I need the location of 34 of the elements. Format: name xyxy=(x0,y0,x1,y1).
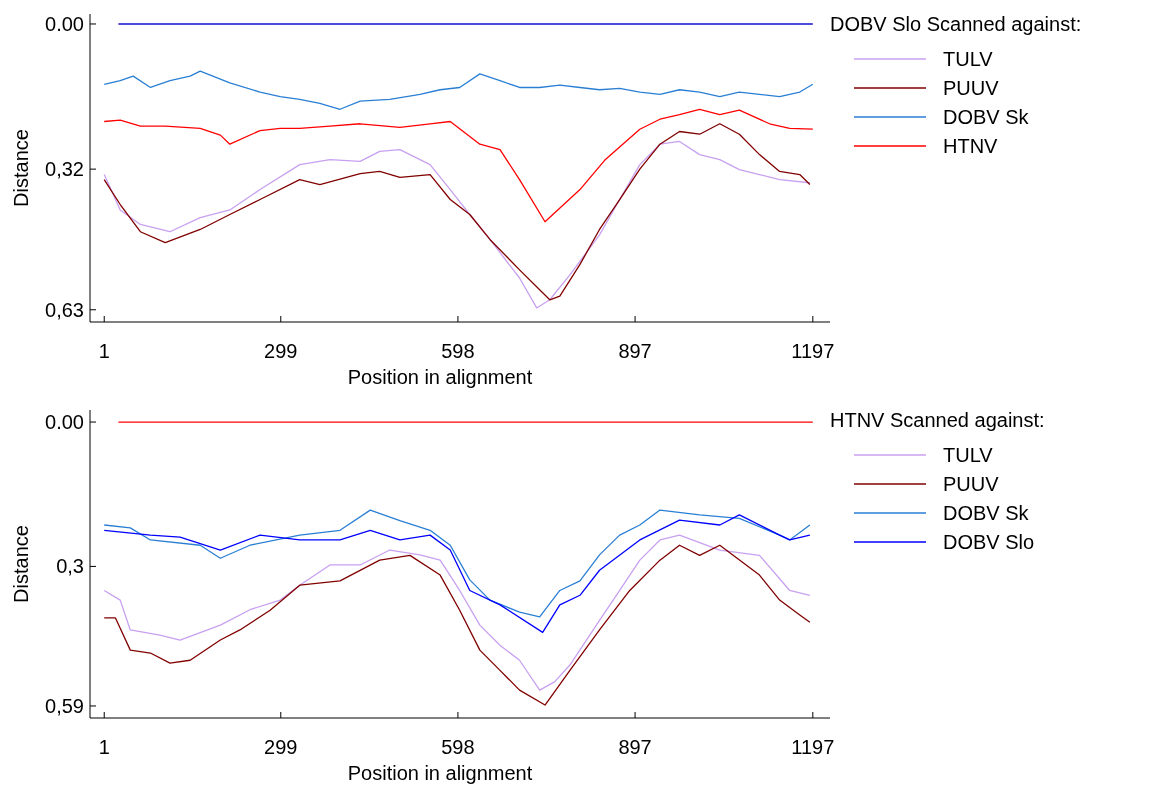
legend-label: TULV xyxy=(943,444,994,466)
x-axis-title: Position in alignment xyxy=(347,762,533,784)
line-series xyxy=(103,108,814,223)
line-series xyxy=(103,70,814,110)
y-tick-label: 0,59 xyxy=(45,694,84,717)
y-tick-label: 0,63 xyxy=(45,298,84,321)
x-tick-label: 299 xyxy=(264,736,298,758)
legend-label: PUUV xyxy=(943,473,1000,495)
x-tick-label: 1197 xyxy=(791,736,835,758)
x-tick-label: 598 xyxy=(441,340,475,362)
x-tick-label: 897 xyxy=(618,340,652,362)
line-series xyxy=(103,514,811,633)
y-tick-label: 0,32 xyxy=(45,158,84,181)
x-tick-label: 897 xyxy=(618,736,652,758)
legend-title: DOBV Slo Scanned against: xyxy=(830,13,1082,35)
y-axis-title: Distance xyxy=(10,129,32,207)
legend-label: DOBV Sk xyxy=(943,502,1030,524)
legend-label: DOBV Sk xyxy=(943,106,1030,128)
legend-label: TULV xyxy=(943,48,994,70)
legend-title: HTNV Scanned against: xyxy=(830,409,1045,431)
y-tick-label: 0.00 xyxy=(45,12,84,35)
x-tick-label: 299 xyxy=(264,340,298,362)
y-axis-title: Distance xyxy=(10,525,32,603)
x-tick-label: 1197 xyxy=(791,340,835,362)
y-tick-label: 0.00 xyxy=(45,411,84,434)
legend-label: HTNV xyxy=(943,135,999,157)
x-axis-title: Position in alignment xyxy=(347,366,533,388)
line-series xyxy=(103,509,811,618)
x-tick-label: 1 xyxy=(98,736,110,758)
x-tick-label: 598 xyxy=(441,736,475,758)
x-tick-label: 1 xyxy=(98,340,110,362)
legend-label: PUUV xyxy=(943,77,1000,99)
legend-label: DOBV Slo xyxy=(943,531,1035,553)
y-tick-label: 0,3 xyxy=(56,555,84,578)
